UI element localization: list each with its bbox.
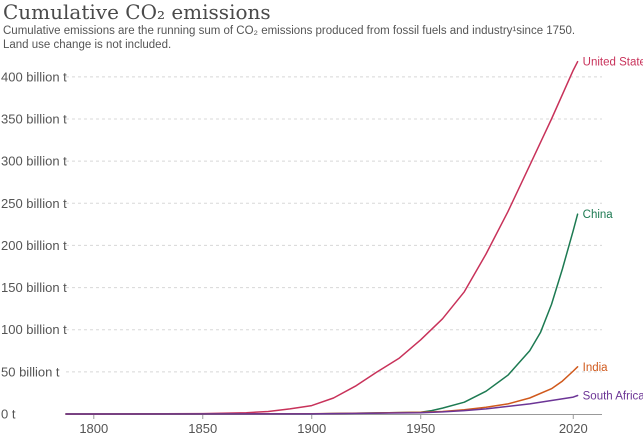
x-axis-tick-labels: 1800 1850 1900 1950 2020 [79,421,587,436]
y-tick-label: 350 billion t [1,112,67,127]
series-labels: United States China India South Africa [583,57,643,403]
x-tick-label: 1950 [406,421,435,436]
y-tick-label: 0 t [1,407,16,422]
y-axis-tick-labels: 0 t 50 billion t 100 billion t 150 billion … [1,69,67,421]
x-tick-label: 1900 [297,421,326,436]
x-tick-label: 1800 [79,421,108,436]
chart-title: Cumulative CO₂ emissions [3,0,271,24]
series-label-united-states: United States [583,57,643,69]
x-tick-label: 2020 [559,421,588,436]
subtitle-line-1: Cumulative emissions are the running sum… [3,25,576,37]
y-tick-label: 50 billion t [1,364,60,379]
y-tick-label: 200 billion t [1,238,67,253]
series-label-south-africa: South Africa [583,390,643,402]
x-tick-label: 1850 [188,421,217,436]
y-tick-label: 150 billion t [1,280,67,295]
y-tick-label: 300 billion t [1,154,67,169]
series-label-india: India [583,362,609,374]
grid-lines [66,76,602,373]
x-axis [66,414,602,419]
series-line-china [65,213,579,415]
series-label-china: China [583,209,614,221]
series-lines [65,60,579,415]
subtitle-line-2: Land use change is not included. [3,39,172,51]
y-tick-label: 400 billion t [1,69,67,84]
chart-subtitle: Cumulative emissions are the running sum… [3,24,633,52]
y-tick-label: 100 billion t [1,322,67,337]
y-tick-label: 250 billion t [1,196,67,211]
series-line-united-states [65,60,579,415]
series-line-south-africa [65,394,579,415]
